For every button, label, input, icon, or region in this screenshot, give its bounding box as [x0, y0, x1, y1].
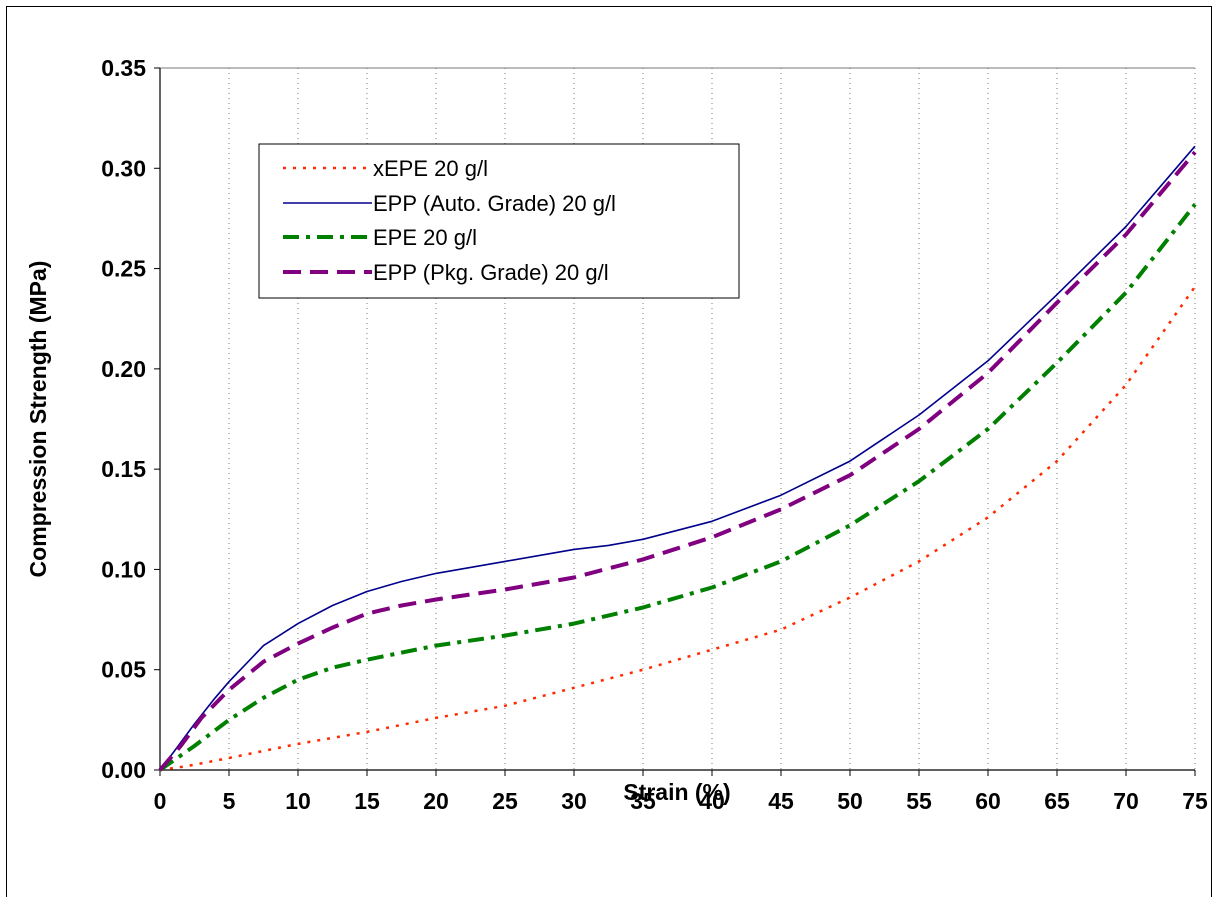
- x-tick-label: 10: [285, 788, 311, 814]
- y-tick-label: 0.15: [101, 456, 146, 482]
- legend-label-4: EPP (Pkg. Grade) 20 g/l: [373, 260, 609, 285]
- y-tick-label: 0.30: [101, 155, 146, 181]
- y-axis-title: Compression Strength (MPa): [25, 261, 51, 578]
- x-tick-label: 25: [492, 788, 518, 814]
- x-tick-label: 75: [1182, 788, 1208, 814]
- x-tick-label: 65: [1044, 788, 1070, 814]
- x-axis-title: Strain (%): [623, 779, 730, 805]
- x-tick-label: 70: [1113, 788, 1139, 814]
- x-tick-label: 45: [768, 788, 794, 814]
- x-tick-label: 30: [561, 788, 587, 814]
- y-tick-label: 0.00: [101, 757, 146, 783]
- y-tick-label: 0.10: [101, 556, 146, 582]
- gridlines: [160, 67, 1196, 770]
- x-tick-label: 5: [223, 788, 236, 814]
- legend-label-3: EPE 20 g/l: [373, 225, 477, 250]
- axes: 0 5 10 15 20 25 30 35 40 45 50 55 60 65 70 75 0.00 0.05 0.…: [101, 55, 1208, 814]
- legend: xEPE 20 g/l EPP (Auto. Grade) 20 g/l EPE 2…: [258, 143, 740, 299]
- series-line-3: [158, 203, 1197, 772]
- x-tick-label: 55: [906, 788, 932, 814]
- legend-label-2: EPP (Auto. Grade) 20 g/l: [373, 191, 616, 216]
- y-tick-label: 0.25: [101, 256, 146, 282]
- series-line-2: [159, 145, 1196, 771]
- series-line-1: [159, 285, 1197, 772]
- y-tick-label: 0.05: [101, 657, 146, 683]
- x-tick-label: 0: [154, 788, 167, 814]
- x-tick-label: 20: [423, 788, 449, 814]
- y-tick-label: 0.20: [101, 356, 146, 382]
- series-line-4: [158, 150, 1197, 772]
- series-lines: [158, 145, 1197, 772]
- x-tick-label: 35: [630, 788, 656, 814]
- legend-label-1: xEPE 20 g/l: [373, 156, 488, 181]
- x-tick-label: 60: [975, 788, 1001, 814]
- x-tick-label: 15: [354, 788, 380, 814]
- x-tick-label: 40: [699, 788, 725, 814]
- x-tick-label: 50: [837, 788, 863, 814]
- y-tick-label: 0.35: [101, 55, 146, 81]
